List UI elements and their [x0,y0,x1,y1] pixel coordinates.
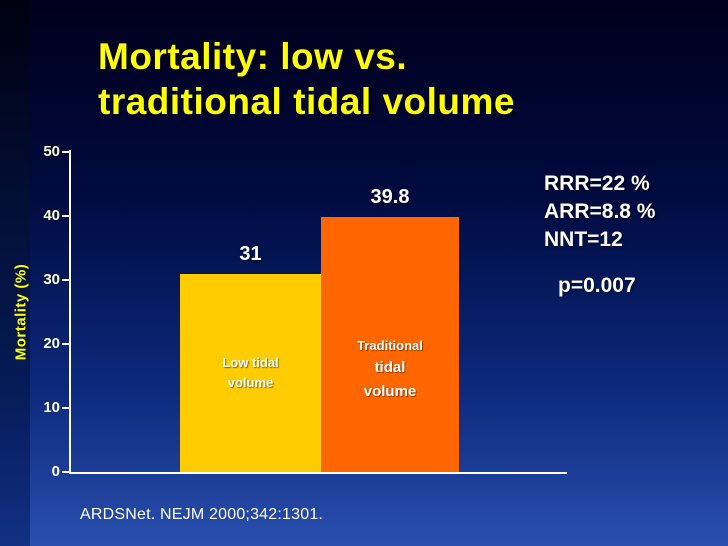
y-tick-mark [62,407,70,409]
y-tick-labels: 0 10 20 30 40 50 [26,143,60,480]
x-axis-line [69,472,567,474]
y-tick-mark [62,471,70,473]
bar-traditional-tidal-volume: Traditional tidal volume [321,217,459,472]
y-tick-label: 30 [43,271,60,288]
slide-title-line2: traditional tidal volume [98,81,515,123]
bar-low-tidal-volume-label: Low tidal volume [222,353,278,393]
citation: ARDSNet. NEJM 2000;342:1301. [80,506,324,523]
stat-arr: ARR=8.8 % [544,200,656,223]
slide-title: Mortality: low vs. traditional tidal vol… [98,34,698,124]
bar-label-line: Low tidal [222,354,279,370]
left-accent-strip [0,0,30,546]
y-tick-label: 50 [43,143,60,160]
y-tick-mark [62,279,70,281]
stat-p-value: p=0.007 [558,274,636,297]
y-tick-label: 0 [51,463,60,480]
bar-label-line: volume [227,375,274,390]
bar-value-traditional: 39.8 [370,186,410,208]
bar-traditional-tidal-volume-label: Traditional tidal volume [357,336,423,403]
bar-value-low: 31 [239,243,262,265]
plot-area: Low tidal volume Traditional tidal volum… [71,152,565,472]
bar-low-tidal-volume: Low tidal volume [180,274,321,472]
y-tick-label: 20 [43,335,60,352]
stats-block: RRR=22 % ARR=8.8 % NNT=12 [544,170,655,254]
y-tick-mark [62,151,70,153]
y-tick-label: 10 [43,399,60,416]
y-tick-marks [62,151,70,473]
stat-rrr: RRR=22 % [544,172,650,195]
y-tick-mark [62,343,70,345]
y-tick-label: 40 [43,207,60,224]
bar-label-line: tidal [374,359,406,377]
bar-label-line: Traditional [357,338,423,354]
bar-label-line: volume [363,382,417,400]
stat-nnt: NNT=12 [544,228,623,251]
slide-title-line1: Mortality: low vs. [98,36,408,77]
y-tick-mark [62,215,70,217]
y-axis-line [69,150,71,474]
